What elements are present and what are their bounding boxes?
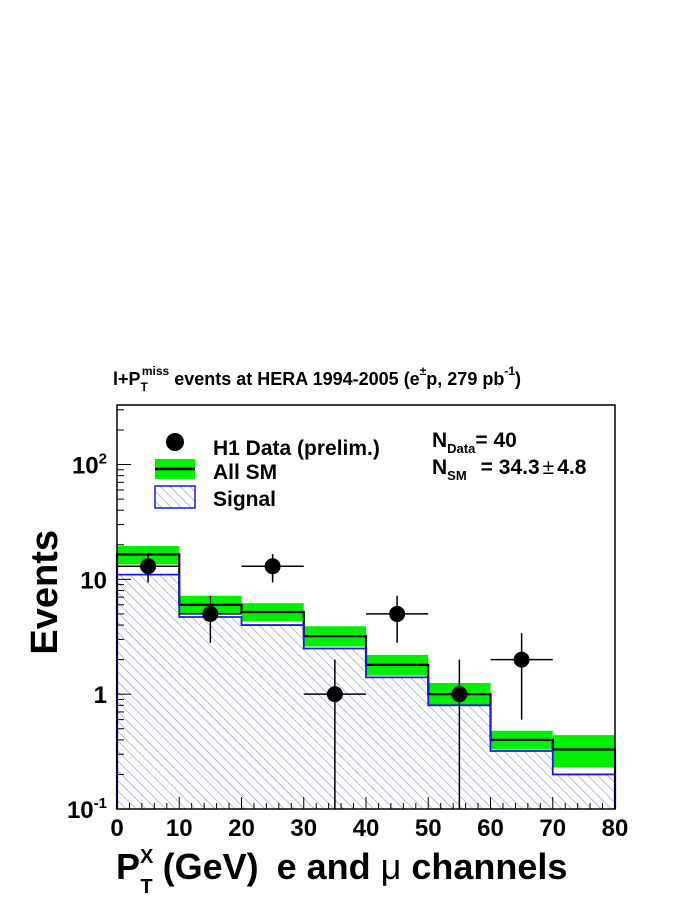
- data-point: [451, 686, 468, 703]
- signal-bin-fill: [552, 774, 615, 809]
- legend-signal-swatch: [154, 485, 196, 509]
- signal-bin-fill: [490, 750, 553, 809]
- chart-title: l+PTmiss events at HERA 1994-2005 (e±p, …: [113, 364, 521, 394]
- legend-signal-label: Signal: [213, 488, 276, 511]
- legend-data-marker: [166, 433, 184, 451]
- x-tick-label: 30: [290, 815, 317, 842]
- data-point: [326, 686, 343, 703]
- y-tick-label: 10-1: [67, 795, 107, 824]
- signal-bin-fill: [179, 617, 242, 809]
- signal-line-layer: [116, 573, 616, 809]
- data-point: [202, 605, 219, 622]
- data-point: [389, 605, 406, 622]
- x-axis-title: PX T (GeV) e and μ channels: [116, 846, 567, 898]
- signal-bin-fill: [241, 625, 304, 809]
- signal-bin-fill: [366, 677, 429, 809]
- x-tick-label: 20: [228, 815, 255, 842]
- legend-data-label: H1 Data (prelim.): [213, 437, 380, 460]
- x-tick-label: 80: [602, 815, 629, 842]
- legend-sm-label: All SM: [213, 461, 277, 484]
- x-tick-label: 0: [110, 815, 123, 842]
- signal-bin-fill: [117, 574, 180, 809]
- tick-layer: 0 10 20 30 40 50 60 70 80 10-1 1 10 102: [67, 409, 629, 842]
- n-data-annotation: NData= 40: [432, 429, 517, 456]
- x-tick-label: 60: [477, 815, 504, 842]
- signal-step-line: [116, 573, 616, 809]
- y-tick-label: 102: [72, 451, 107, 480]
- x-tick-label: 40: [353, 815, 380, 842]
- y-tick-label: 1: [94, 682, 107, 709]
- data-point: [264, 558, 281, 575]
- data-points-layer: [117, 554, 553, 809]
- legend: H1 Data (prelim.) All SM Signal: [154, 433, 380, 511]
- y-axis-title: Events: [24, 530, 66, 655]
- x-tick-label: 70: [539, 815, 566, 842]
- x-tick-label: 10: [166, 815, 193, 842]
- data-point: [140, 558, 157, 575]
- n-sm-annotation: NSM = 34.3 ±4.8: [432, 456, 587, 483]
- data-point: [513, 651, 530, 668]
- sm-band-bin: [552, 735, 615, 768]
- y-tick-label: 10: [80, 567, 107, 594]
- x-tick-label: 50: [415, 815, 442, 842]
